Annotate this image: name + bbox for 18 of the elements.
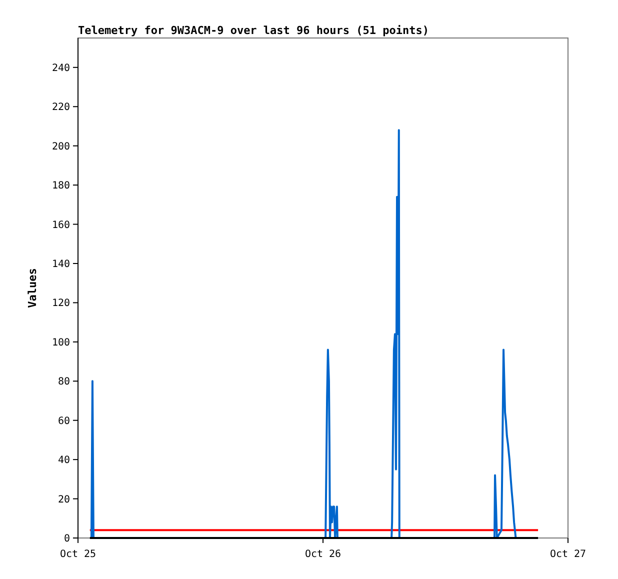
y-tick-label: 200	[52, 141, 70, 152]
y-tick-label: 80	[58, 376, 70, 388]
y-tick-label: 60	[58, 416, 70, 427]
y-tick-label: 220	[52, 102, 70, 114]
y-tick-label: 180	[52, 180, 70, 192]
y-tick-label: 0	[64, 534, 70, 544]
y-tick-label: 100	[52, 337, 70, 348]
y-tick-label: 40	[58, 455, 70, 466]
y-tick-label: 240	[52, 62, 70, 74]
x-tick-label: Oct 26	[304, 549, 342, 560]
chart-title: Telemetry for 9W3ACM-9 over last 96 hours (51 points)	[78, 24, 429, 37]
y-tick-label: 160	[52, 220, 70, 231]
y-axis-title: Values	[26, 268, 39, 308]
x-tick-label: Oct 27	[550, 549, 586, 560]
x-tick-label: Oct 25	[60, 549, 96, 560]
y-tick-label: 20	[58, 494, 70, 506]
y-tick-label: 140	[52, 258, 70, 270]
y-tick-label: 120	[52, 298, 70, 310]
